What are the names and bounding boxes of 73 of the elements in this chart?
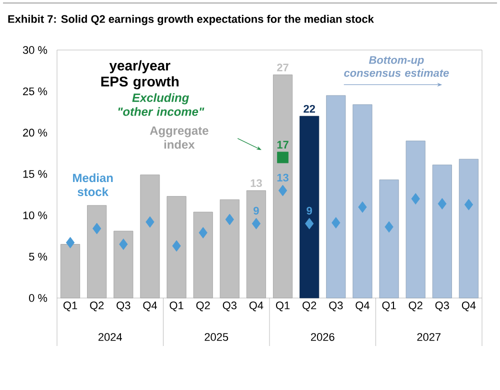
x-tick-label: Q1 [63,302,78,312]
x-tick-label: Q1 [170,302,184,312]
point [66,236,75,248]
point [411,193,420,204]
y-tick-label: 0 % [29,294,48,302]
bar [326,95,346,298]
bar [379,180,399,298]
bar [166,196,186,298]
y-tick-label: 10 % [23,211,48,220]
x-tick-label: Q4 [462,302,476,312]
x-tick-label: Q1 [276,302,290,312]
point [172,240,181,252]
point [225,214,234,226]
text: 2025 [204,333,228,341]
point [198,226,208,238]
text: Median stock [73,173,113,196]
bar [352,104,372,298]
bar [220,199,240,298]
data-label: 13 [277,174,288,182]
bar [458,158,478,298]
point [146,216,154,228]
x-tick-label: Q3 [329,302,343,312]
bar [60,244,80,298]
x-tick-label: Q4 [249,302,264,312]
text: year/year EPS growth [101,60,179,90]
point [358,201,367,213]
bar [273,74,293,298]
annotation: Bottom-up consensus estimate [344,56,449,77]
y-tick-label: 15 % [23,170,48,178]
x-tick-label: Q4 [143,302,157,312]
x-tick-label: Q3 [222,302,236,312]
x-tick-label: Q1 [382,302,396,312]
bar [432,164,452,298]
point [464,198,474,210]
x-tick-label: Q2 [196,302,210,312]
y-tick-label: 30 % [22,46,48,54]
point [305,218,314,230]
point [438,198,446,210]
y-tick-label: 20 % [23,128,48,137]
text: 2027 [417,333,441,341]
data-label: 13 [250,179,262,188]
point [384,221,394,233]
bar [114,230,134,298]
point [277,152,288,164]
x-tick-label: Q2 [302,302,316,312]
text: 2024 [98,333,122,341]
data-label: 17 [277,140,288,148]
point [332,217,340,228]
bar [140,174,160,298]
bar [406,140,426,298]
bar [300,116,320,298]
data-label: 22 [304,104,316,113]
y-tick-label: 25 % [23,87,48,96]
data-label: 27 [277,64,288,72]
point [252,218,261,230]
text: 2026 [310,333,334,341]
text: Excluding "other income" [118,93,204,116]
text: Aggregate index [150,126,208,149]
x-tick-label: Q2 [90,302,104,312]
point [92,222,102,234]
data-label: 9 [254,206,259,215]
point [278,184,288,196]
point [119,238,128,250]
bar [193,212,213,298]
x-tick-label: Q3 [435,302,449,312]
bar [246,190,266,298]
bar [87,205,107,298]
data-label: 9 [306,206,312,215]
x-tick-label: Q3 [116,302,130,312]
x-tick-label: Q4 [356,302,370,312]
chart-title: Exhibit 7: Solid Q2 earnings growth expectations for the median stock [8,14,374,26]
x-tick-label: Q2 [408,302,422,312]
y-tick-label: 5 % [29,252,48,261]
